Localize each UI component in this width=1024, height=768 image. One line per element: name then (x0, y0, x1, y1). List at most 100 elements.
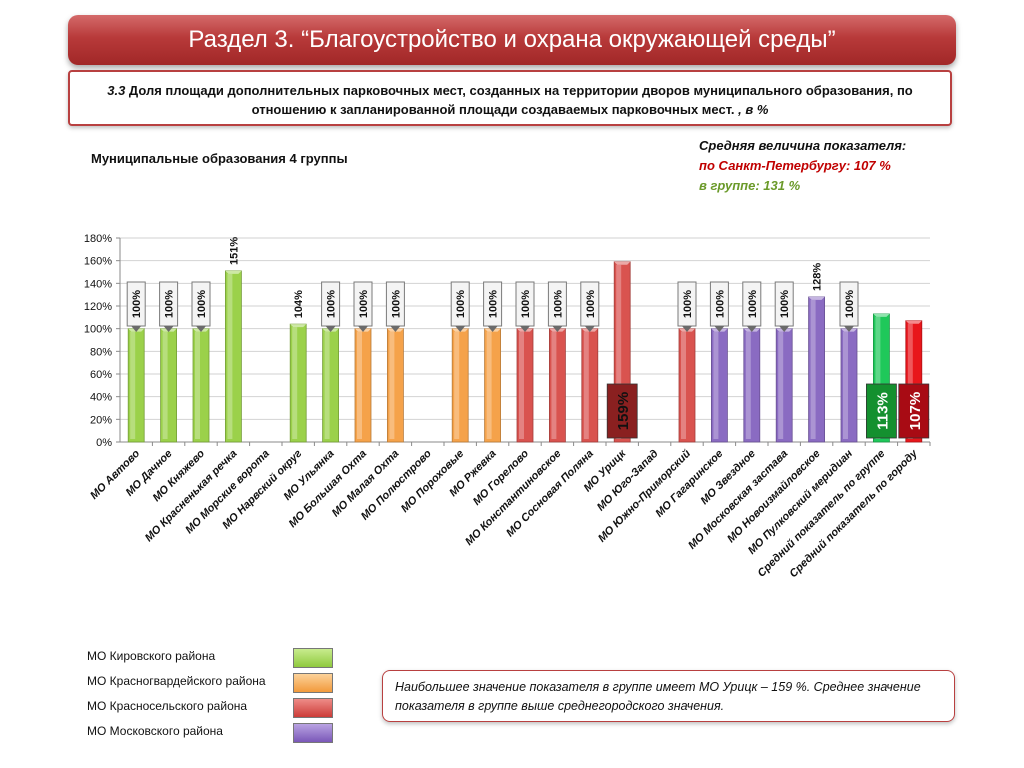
data-label: 100% (520, 290, 532, 318)
data-label: 100% (747, 290, 759, 318)
legend-swatch (293, 723, 333, 743)
data-label: 151% (228, 237, 240, 265)
indicator-text: Доля площади дополнительных парковочных … (125, 83, 913, 117)
data-label-pointer (714, 326, 725, 332)
group-label: Муниципальные образования 4 группы (91, 151, 348, 166)
average-group: в группе: 131 % (699, 178, 801, 193)
bar-bevel (808, 296, 825, 300)
data-label-box (898, 383, 930, 439)
data-label: 100% (552, 290, 564, 318)
data-label-box (606, 383, 638, 439)
legend-label: МО Кировского района (87, 649, 216, 663)
bar-highlight (292, 327, 298, 439)
legend-swatch (293, 648, 333, 668)
bar-chart: 0%20%40%60%80%100%120%140%160%180%МО Авт… (84, 233, 931, 580)
data-label-pointer (682, 326, 692, 332)
data-label: 100% (714, 290, 726, 318)
legend-label: МО Московского района (87, 724, 223, 738)
bar-highlight (486, 331, 492, 439)
data-label: 100% (164, 290, 176, 318)
bar-highlight (357, 331, 362, 439)
bar-highlight (551, 331, 557, 439)
bar-highlight (130, 331, 136, 439)
y-tick-label: 0% (96, 437, 112, 449)
data-label-pointer (325, 326, 336, 332)
legend-label: МО Красногвардейского района (87, 674, 266, 688)
bar-highlight (713, 331, 719, 439)
bar-bevel (290, 324, 307, 328)
bar-highlight (227, 273, 233, 439)
data-label: 100% (196, 290, 208, 318)
data-label-pointer (584, 326, 595, 332)
data-label-pointer (552, 326, 563, 332)
data-label: 113% (874, 392, 891, 430)
y-tick-label: 100% (84, 324, 112, 336)
bar-bevel (614, 261, 631, 265)
data-label-pointer (358, 326, 368, 332)
data-label-pointer (163, 326, 174, 332)
conclusion-note: Наибольшее значение показателя в группе … (382, 670, 955, 722)
averages-title: Средняя величина показателя: (699, 138, 907, 153)
bar-highlight (810, 299, 816, 439)
data-label-pointer (746, 326, 757, 332)
bar-highlight (681, 331, 686, 439)
data-label: 128% (812, 263, 824, 291)
indicator-description-box: 3.3 Доля площади дополнительных парковоч… (68, 70, 952, 126)
y-tick-label: 140% (84, 278, 112, 290)
y-tick-label: 80% (90, 346, 112, 358)
bar-highlight (324, 331, 330, 439)
data-label: 159% (615, 392, 632, 430)
bar-highlight (875, 316, 881, 439)
y-tick-label: 120% (84, 301, 112, 313)
legend-swatch (293, 673, 333, 693)
bar-highlight (616, 264, 622, 439)
data-label: 100% (131, 290, 143, 318)
indicator-number: 3.3 (107, 83, 126, 98)
legend-label: МО Красносельского района (87, 699, 248, 713)
bar-bevel (873, 313, 890, 317)
data-label: 104% (293, 290, 305, 318)
bar-bevel (225, 270, 242, 274)
y-tick-label: 40% (90, 392, 112, 404)
data-label: 100% (455, 290, 467, 318)
data-label-pointer (779, 326, 790, 332)
bar-highlight (454, 331, 460, 439)
y-tick-label: 160% (84, 256, 112, 268)
data-label-pointer (390, 326, 401, 332)
section-title: Раздел 3. “Благоустройство и охрана окру… (188, 26, 836, 53)
data-label-pointer (196, 326, 206, 332)
y-tick-label: 180% (84, 233, 112, 245)
data-label-pointer (487, 326, 498, 332)
indicator-unit: , в % (738, 102, 769, 117)
legend-swatch (293, 698, 333, 718)
bar-highlight (389, 331, 395, 439)
x-category-label: МО Горелово (471, 447, 531, 507)
data-label-pointer (520, 326, 530, 332)
y-tick-label: 20% (90, 414, 112, 426)
section-title-banner: Раздел 3. “Благоустройство и охрана окру… (68, 15, 956, 65)
data-label: 100% (488, 290, 500, 318)
bar-highlight (162, 331, 168, 439)
bar-highlight (519, 331, 524, 439)
data-label: 100% (326, 290, 338, 318)
bar-highlight (195, 331, 200, 439)
bar-highlight (745, 331, 751, 439)
data-label: 107% (907, 392, 924, 430)
data-label-box (866, 383, 897, 439)
data-label-pointer (844, 326, 854, 332)
average-spb: по Санкт-Петербургу: 107 % (699, 158, 891, 173)
data-label: 100% (358, 290, 370, 318)
data-label: 100% (585, 290, 597, 318)
data-label: 100% (682, 290, 694, 318)
bar-highlight (907, 323, 913, 439)
data-label: 100% (390, 290, 402, 318)
averages-box: Средняя величина показателя: по Санкт-Пе… (699, 136, 906, 196)
bar-highlight (583, 331, 589, 439)
data-label: 100% (844, 290, 856, 318)
bar-highlight (843, 331, 848, 439)
data-label-pointer (455, 326, 466, 332)
bar-highlight (778, 331, 784, 439)
y-tick-label: 60% (90, 369, 112, 381)
data-label-pointer (131, 326, 142, 332)
bar-bevel (905, 320, 922, 324)
